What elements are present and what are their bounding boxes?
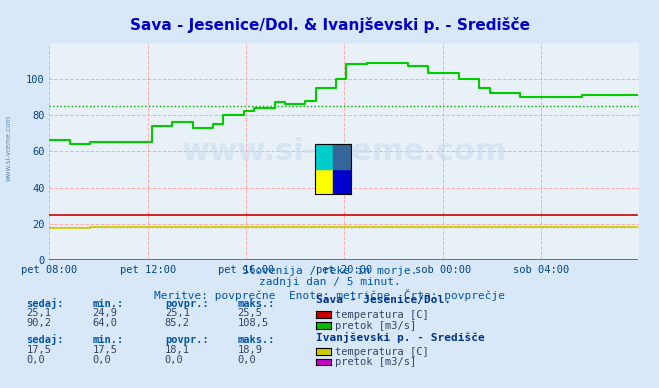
Text: 18,9: 18,9 — [237, 345, 262, 355]
Text: zadnji dan / 5 minut.: zadnji dan / 5 minut. — [258, 277, 401, 288]
Text: 0,0: 0,0 — [165, 355, 183, 365]
Bar — [333, 169, 351, 194]
Text: www.si-vreme.com: www.si-vreme.com — [182, 137, 507, 166]
Text: 17,5: 17,5 — [92, 345, 117, 355]
Bar — [333, 144, 351, 169]
Text: 18,1: 18,1 — [165, 345, 190, 355]
Text: sedaj:: sedaj: — [26, 298, 64, 308]
Text: 85,2: 85,2 — [165, 318, 190, 328]
Text: pretok [m3/s]: pretok [m3/s] — [335, 320, 416, 331]
Text: 25,1: 25,1 — [165, 308, 190, 318]
Text: povpr.:: povpr.: — [165, 298, 208, 308]
Text: Ivanjševski p. - Središče: Ivanjševski p. - Središče — [316, 333, 485, 343]
Text: 108,5: 108,5 — [237, 318, 268, 328]
Text: maks.:: maks.: — [237, 298, 275, 308]
Text: Sava - Jesenice/Dol.: Sava - Jesenice/Dol. — [316, 294, 451, 305]
Text: Meritve: povprečne  Enote: metrične  Črta: povprečje: Meritve: povprečne Enote: metrične Črta:… — [154, 289, 505, 301]
Text: 17,5: 17,5 — [26, 345, 51, 355]
Text: www.si-vreme.com: www.si-vreme.com — [5, 114, 11, 180]
Text: temperatura [C]: temperatura [C] — [335, 347, 428, 357]
Text: 25,5: 25,5 — [237, 308, 262, 318]
Text: 0,0: 0,0 — [92, 355, 111, 365]
Text: Sava - Jesenice/Dol. & Ivanjševski p. - Središče: Sava - Jesenice/Dol. & Ivanjševski p. - … — [130, 17, 529, 33]
Text: 24,9: 24,9 — [92, 308, 117, 318]
Text: povpr.:: povpr.: — [165, 335, 208, 345]
Text: pretok [m3/s]: pretok [m3/s] — [335, 357, 416, 367]
Text: min.:: min.: — [92, 335, 123, 345]
Text: 90,2: 90,2 — [26, 318, 51, 328]
Text: 25,1: 25,1 — [26, 308, 51, 318]
Bar — [315, 169, 333, 194]
Text: sedaj:: sedaj: — [26, 334, 64, 345]
Text: 0,0: 0,0 — [237, 355, 256, 365]
Text: min.:: min.: — [92, 298, 123, 308]
Text: 0,0: 0,0 — [26, 355, 45, 365]
Bar — [315, 144, 333, 169]
Text: maks.:: maks.: — [237, 335, 275, 345]
Text: temperatura [C]: temperatura [C] — [335, 310, 428, 320]
Text: Slovenija / reke in morje.: Slovenija / reke in morje. — [242, 266, 417, 276]
Text: 64,0: 64,0 — [92, 318, 117, 328]
